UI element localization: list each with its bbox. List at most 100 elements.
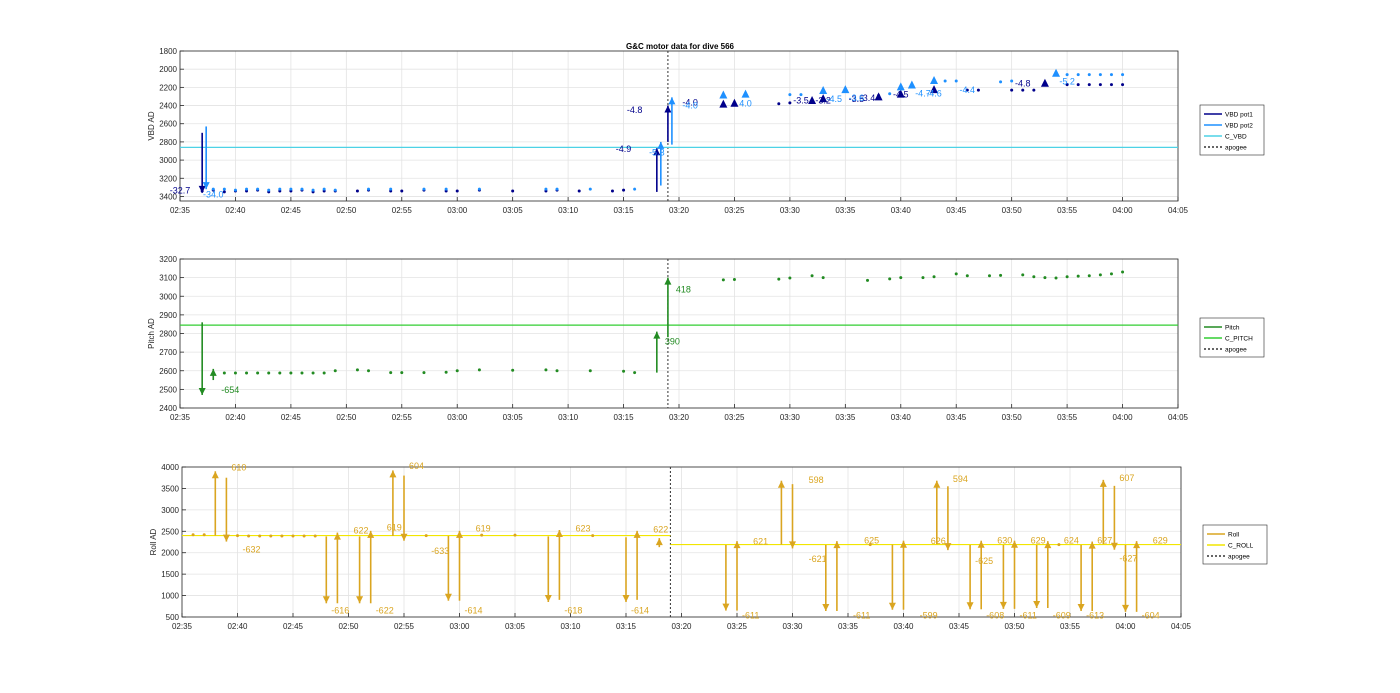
vbd-pot1-point — [788, 101, 792, 105]
pitch-x-tick-label: 02:35 — [170, 413, 191, 422]
roll-x-tick-label: 04:05 — [1171, 622, 1192, 631]
vbd-pot1-point — [1121, 83, 1125, 87]
roll-data-label: -616 — [331, 606, 349, 616]
roll-arrow-head — [999, 601, 1007, 609]
vbd-pot1-point — [1087, 83, 1091, 87]
pitch-x-tick-label: 04:00 — [1113, 413, 1134, 422]
pitch-point — [245, 371, 249, 375]
roll-y-axis-label: Roll AD — [149, 528, 158, 555]
vbd-y-tick-label: 3400 — [159, 192, 177, 201]
vbd-pot2-data-label: 4.0 — [739, 98, 752, 108]
vbd-x-tick-label: 03:25 — [724, 206, 745, 215]
pitch-data-label: 390 — [665, 337, 680, 347]
roll-x-tick-label: 03:55 — [1060, 622, 1081, 631]
roll-arrow-head — [933, 480, 941, 488]
pitch-point — [899, 276, 903, 280]
vbd-x-tick-label: 03:40 — [891, 206, 912, 215]
vbd-pot2-point — [1010, 79, 1014, 83]
pitch-y-tick-label: 2700 — [159, 348, 177, 357]
pitch-axes-frame — [179, 258, 1179, 409]
vbd-pot2-point — [1076, 73, 1080, 77]
vbd-pot2-point — [267, 188, 271, 192]
vbd-pot1-point — [222, 190, 226, 194]
pitch-point — [622, 369, 626, 373]
roll-y-tick-label: 4000 — [161, 463, 179, 472]
vbd-x-tick-label: 03:15 — [614, 206, 635, 215]
vbd-pot2-point — [233, 188, 237, 192]
vbd-pot2-marker — [819, 86, 828, 94]
roll-x-tick-label: 03:05 — [505, 622, 526, 631]
vbd-pot1-point — [455, 189, 459, 193]
pitch-x-tick-label: 03:35 — [835, 413, 856, 422]
pitch-point — [732, 277, 736, 281]
vbd-pot1-point — [777, 102, 781, 106]
vbd-x-tick-label: 02:55 — [392, 206, 413, 215]
pitch-y-tick-label: 3200 — [159, 255, 177, 264]
pitch-y-tick-label: 3100 — [159, 274, 177, 283]
pitch-point — [222, 371, 226, 375]
pitch-y-axis-label: Pitch AD — [147, 318, 156, 349]
vbd-panel: 02:35 02:40 02:45 02:50 02:55 03:00 03:05 03:10… — [147, 47, 1265, 215]
roll-data-label: -611 — [1020, 611, 1037, 621]
pitch-point — [987, 274, 991, 278]
pitch-point — [367, 369, 371, 373]
vbd-pot1-arrow-head — [653, 148, 661, 156]
pitch-point — [267, 371, 271, 375]
roll-data-label: -632 — [243, 544, 261, 554]
roll-arrow-head — [456, 530, 463, 538]
pitch-x-tick-label: 02:40 — [225, 413, 246, 422]
pitch-point — [1065, 275, 1069, 279]
pitch-point — [588, 369, 592, 373]
roll-data-label: -611 — [853, 611, 870, 621]
roll-data-label: 625 — [864, 535, 879, 545]
pitch-point — [1098, 273, 1102, 277]
vbd-x-tick-label: 02:50 — [336, 206, 357, 215]
pitch-data-label: 418 — [676, 285, 691, 295]
roll-data-label: 619 — [387, 522, 402, 532]
vbd-pot1-data-label: -3.4 — [860, 93, 876, 103]
roll-arrow-head — [822, 604, 830, 611]
roll-x-tick-label: 03:20 — [671, 622, 692, 631]
roll-arrow-head — [722, 603, 730, 611]
legend-entry: VBD pot2 — [1225, 123, 1253, 130]
roll-arrow-head — [944, 543, 952, 551]
vbd-pot2-point — [1121, 73, 1125, 77]
vbd-pot1-point — [1032, 88, 1036, 92]
pitch-arrow-head — [653, 331, 661, 339]
pitch-point — [422, 371, 426, 375]
roll-data-label: -618 — [564, 606, 582, 616]
vbd-x-tick-label: 03:00 — [447, 206, 468, 215]
roll-arrow-head — [1088, 541, 1096, 549]
vbd-pot1-marker — [1040, 78, 1049, 87]
roll-x-tick-label: 03:25 — [727, 622, 748, 631]
roll-point — [280, 534, 284, 538]
vbd-pot1-marker — [874, 92, 883, 101]
vbd-x-tick-label: 02:35 — [170, 206, 191, 215]
roll-arrow-head — [1099, 479, 1107, 487]
vbd-pot1-marker — [930, 85, 939, 94]
legend-entry: apogee — [1228, 554, 1250, 561]
vbd-pot2-marker — [907, 80, 916, 89]
pitch-point — [333, 369, 337, 373]
pitch-point — [355, 368, 359, 372]
roll-arrow-head — [400, 533, 408, 541]
roll-data-label: -604 — [1142, 611, 1160, 621]
pitch-x-tick-label: 03:15 — [614, 413, 635, 422]
roll-arrow-head — [1110, 542, 1118, 550]
vbd-pot1-data-label: -4.8 — [627, 105, 643, 115]
pitch-x-tick-label: 03:10 — [558, 413, 579, 422]
roll-point — [236, 534, 239, 538]
legend-entry: apogee — [1225, 347, 1247, 354]
vbd-pot2-point — [588, 187, 592, 191]
vbd-pot1-point — [1109, 83, 1113, 87]
pitch-point — [389, 371, 393, 375]
pitch-point — [544, 368, 548, 372]
vbd-pot2-data-label: -4.5 — [826, 94, 842, 104]
pitch-y-tick-label: 2400 — [159, 404, 177, 413]
pitch-y-tick-label: 2500 — [159, 385, 177, 394]
pitch-x-tick-label: 03:40 — [891, 413, 912, 422]
roll-data-label: 594 — [953, 474, 968, 484]
pitch-point — [1032, 275, 1036, 279]
pitch-x-tick-label: 03:50 — [1002, 413, 1023, 422]
